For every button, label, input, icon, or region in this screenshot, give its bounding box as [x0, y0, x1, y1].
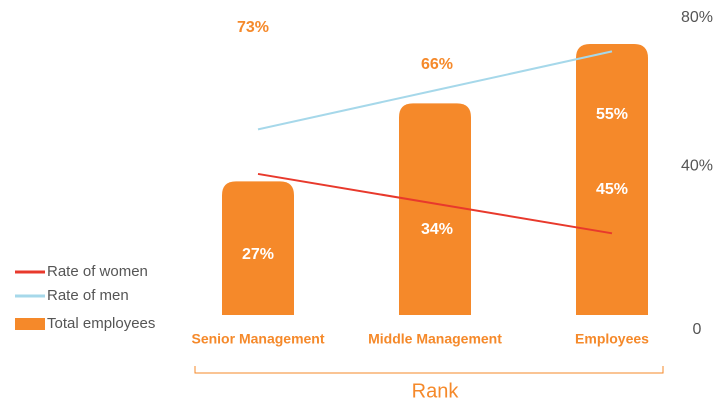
- legend-label: Rate of men: [47, 287, 129, 304]
- x-tick-label: Middle Management: [368, 331, 502, 347]
- data-label: 55%: [596, 106, 628, 123]
- y-tick-label: 80%: [681, 9, 713, 26]
- line: [257, 50, 613, 131]
- legend-swatch: [15, 318, 45, 330]
- y-tick-label: 0: [693, 321, 702, 338]
- bar: [222, 181, 294, 315]
- line: [257, 172, 613, 235]
- data-label: 73%: [237, 19, 269, 36]
- y-tick-label: 40%: [681, 158, 713, 175]
- x-tick-label: Employees: [575, 331, 649, 347]
- x-tick-label: Senior Management: [191, 331, 324, 347]
- data-label: 27%: [242, 246, 274, 263]
- data-label: 34%: [421, 221, 453, 238]
- bar: [399, 103, 471, 315]
- axis-bracket: [194, 366, 664, 374]
- bar: [576, 43, 648, 316]
- legend-label: Total employees: [47, 315, 155, 332]
- data-label: 45%: [596, 181, 628, 198]
- x-axis-label: Rank: [412, 380, 460, 400]
- data-label: 66%: [421, 56, 453, 73]
- legend-label: Rate of women: [47, 263, 148, 280]
